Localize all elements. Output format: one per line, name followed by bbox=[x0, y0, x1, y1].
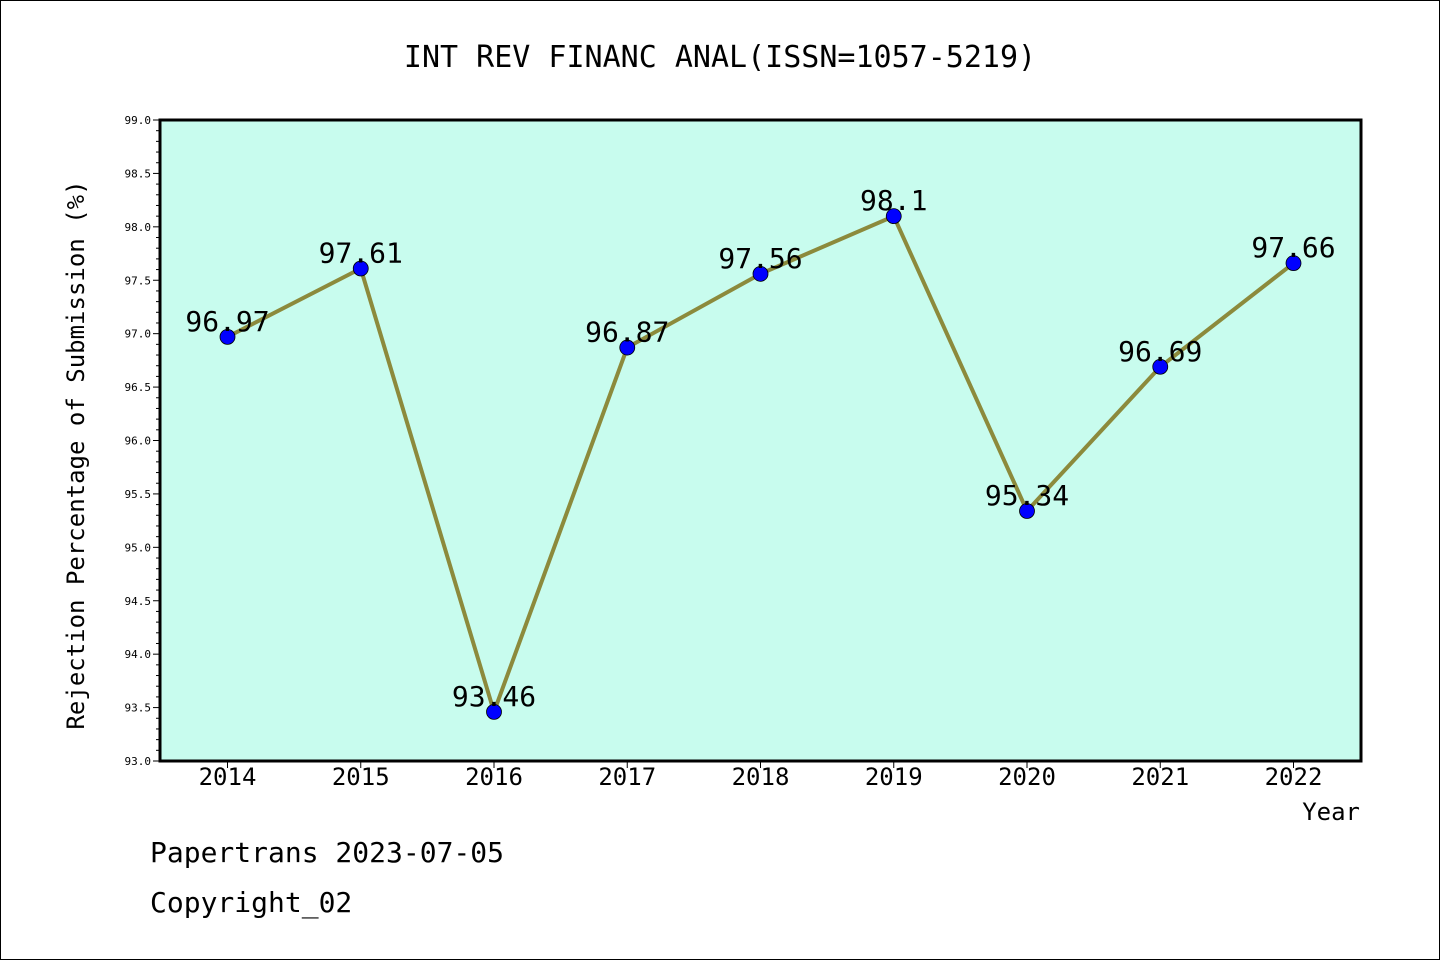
y-tick-label: 97.5 bbox=[125, 274, 152, 287]
y-tick-label: 96.5 bbox=[125, 381, 152, 394]
data-point bbox=[486, 703, 502, 720]
y-tick-label: 98.0 bbox=[125, 221, 152, 234]
y-tick-label: 97.0 bbox=[125, 328, 152, 341]
x-tick-label: 2015 bbox=[332, 763, 390, 791]
y-tick-label: 94.5 bbox=[125, 595, 152, 608]
data-label: 96.97 bbox=[185, 305, 269, 338]
y-tick-label: 96.0 bbox=[125, 435, 152, 448]
y-tick-label: 93.5 bbox=[125, 702, 152, 715]
data-point bbox=[352, 260, 369, 277]
data-point bbox=[885, 208, 902, 225]
data-point bbox=[1152, 358, 1169, 375]
data-point bbox=[1019, 503, 1035, 519]
data-label: 98.1 bbox=[860, 184, 927, 217]
plot-area bbox=[158, 118, 1363, 763]
y-tick-label: 93.0 bbox=[125, 755, 152, 768]
data-label: 97.66 bbox=[1251, 231, 1335, 264]
x-tick-label: 2014 bbox=[199, 763, 257, 791]
x-tick-label: 2019 bbox=[865, 763, 923, 791]
x-tick-label: 2017 bbox=[598, 763, 656, 791]
footer-date: Papertrans 2023-07-05 bbox=[150, 836, 505, 869]
data-point bbox=[752, 265, 769, 282]
x-tick-label: 2022 bbox=[1265, 763, 1323, 791]
data-point bbox=[219, 328, 236, 345]
x-tick-label: 2020 bbox=[998, 763, 1056, 791]
y-axis: 93.0 93.5 94.0 94.5 95.0 95.5 96.0 96.5 97.0 97.5… bbox=[125, 114, 160, 768]
x-axis-label: Year bbox=[1302, 798, 1360, 826]
y-tick-label: 94.0 bbox=[125, 648, 152, 661]
data-label: 96.87 bbox=[585, 316, 669, 349]
x-axis: 2014 2015 2016 2017 2018 2019 2020 2021 2022 bbox=[199, 761, 1323, 791]
data-label: 93.46 bbox=[452, 680, 536, 713]
data-label: 96.69 bbox=[1118, 335, 1202, 368]
data-label: 97.56 bbox=[718, 242, 802, 275]
y-tick-label: 99.0 bbox=[125, 114, 152, 127]
x-tick-label: 2016 bbox=[465, 763, 523, 791]
data-label: 95.34 bbox=[985, 479, 1069, 512]
chart-title: INT REV FINANC ANAL(ISSN=1057-5219) bbox=[404, 40, 1036, 75]
y-axis-label: Rejection Percentage of Submission (%) bbox=[62, 180, 90, 729]
data-point bbox=[1285, 255, 1302, 272]
y-tick-label: 95.0 bbox=[125, 541, 152, 554]
footer-copyright: Copyright_02 bbox=[150, 886, 353, 919]
data-point bbox=[619, 339, 636, 356]
data-label: 97.61 bbox=[319, 236, 403, 269]
y-tick-label: 95.5 bbox=[125, 488, 152, 501]
x-tick-label: 2021 bbox=[1131, 763, 1189, 791]
x-tick-label: 2018 bbox=[732, 763, 790, 791]
y-tick-label: 98.5 bbox=[125, 167, 152, 180]
series-group: 96.97 97.61 93.46 96.87 97.56 98.1 95.34 96.69 9… bbox=[185, 184, 1336, 720]
